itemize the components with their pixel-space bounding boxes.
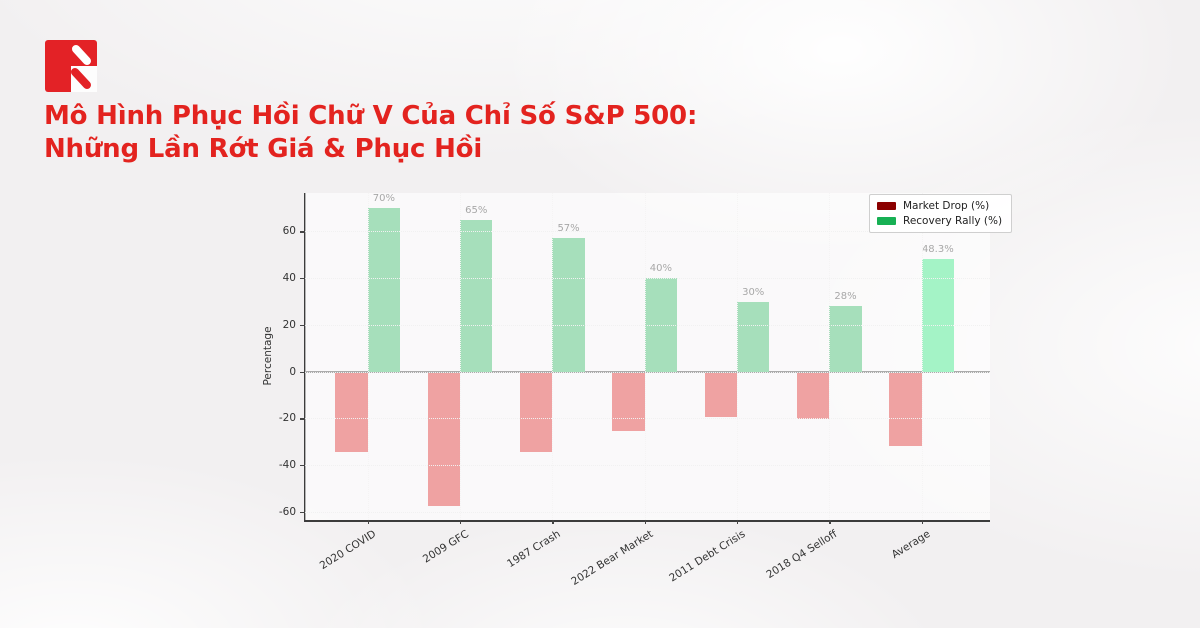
y-tick-label: 20 xyxy=(282,318,296,331)
y-tick-mark xyxy=(300,371,305,373)
y-tick-label: 60 xyxy=(282,225,296,238)
legend-swatch-recovery-rally xyxy=(877,217,896,225)
x-tick-label: 2009 GFC xyxy=(420,528,471,566)
y-tick-label: -40 xyxy=(278,459,296,472)
x-tick-mark xyxy=(460,520,462,524)
y-tick-label: 0 xyxy=(289,365,296,378)
x-tick-label: Average xyxy=(889,528,933,562)
x-tick-label: 2020 COVID xyxy=(317,528,379,573)
brand-logo xyxy=(45,40,97,92)
page-title-line2: Những Lần Rớt Giá & Phục Hồi xyxy=(44,134,483,164)
y-tick-mark xyxy=(300,512,305,514)
legend-label-market-drop: Market Drop (%) xyxy=(903,200,990,212)
x-tick-mark xyxy=(921,520,923,524)
y-axis-title: Percentage xyxy=(262,326,274,386)
y-tick-mark xyxy=(300,465,305,467)
x-tick-mark xyxy=(552,520,554,524)
x-tick-mark xyxy=(829,520,831,524)
bottom-axis-spine xyxy=(304,520,990,522)
x-tick-label: 1987 Crash xyxy=(505,528,563,571)
legend-item-market-drop: Market Drop (%) xyxy=(877,200,1002,212)
y-tick-mark xyxy=(300,231,305,233)
arrow-logo-icon xyxy=(45,40,97,92)
page-title-line1: Mô Hình Phục Hồi Chữ V Của Chỉ Số S&P 50… xyxy=(44,101,698,131)
x-tick-mark xyxy=(644,520,646,524)
left-axis-spine xyxy=(304,193,306,520)
y-tick-mark xyxy=(300,278,305,280)
x-tick-label: 2018 Q4 Selloff xyxy=(764,528,840,582)
x-tick-mark xyxy=(367,520,369,524)
legend-item-recovery-rally: Recovery Rally (%) xyxy=(877,215,1002,227)
page-title: Mô Hình Phục Hồi Chữ V Của Chỉ Số S&P 50… xyxy=(44,100,697,166)
y-tick-label: 40 xyxy=(282,272,296,285)
plot-area xyxy=(305,193,990,520)
chart-legend: Market Drop (%) Recovery Rally (%) xyxy=(869,194,1013,233)
y-tick-label: -20 xyxy=(278,412,296,425)
legend-label-recovery-rally: Recovery Rally (%) xyxy=(903,215,1003,227)
x-tick-label: 2022 Bear Market xyxy=(569,528,656,588)
x-tick-label: 2011 Debt Crisis xyxy=(667,528,748,585)
y-tick-mark xyxy=(300,324,305,327)
x-tick-mark xyxy=(737,520,739,524)
y-tick-label: -60 xyxy=(278,506,296,519)
legend-swatch-market-drop xyxy=(877,202,896,210)
y-tick-mark xyxy=(300,418,305,420)
